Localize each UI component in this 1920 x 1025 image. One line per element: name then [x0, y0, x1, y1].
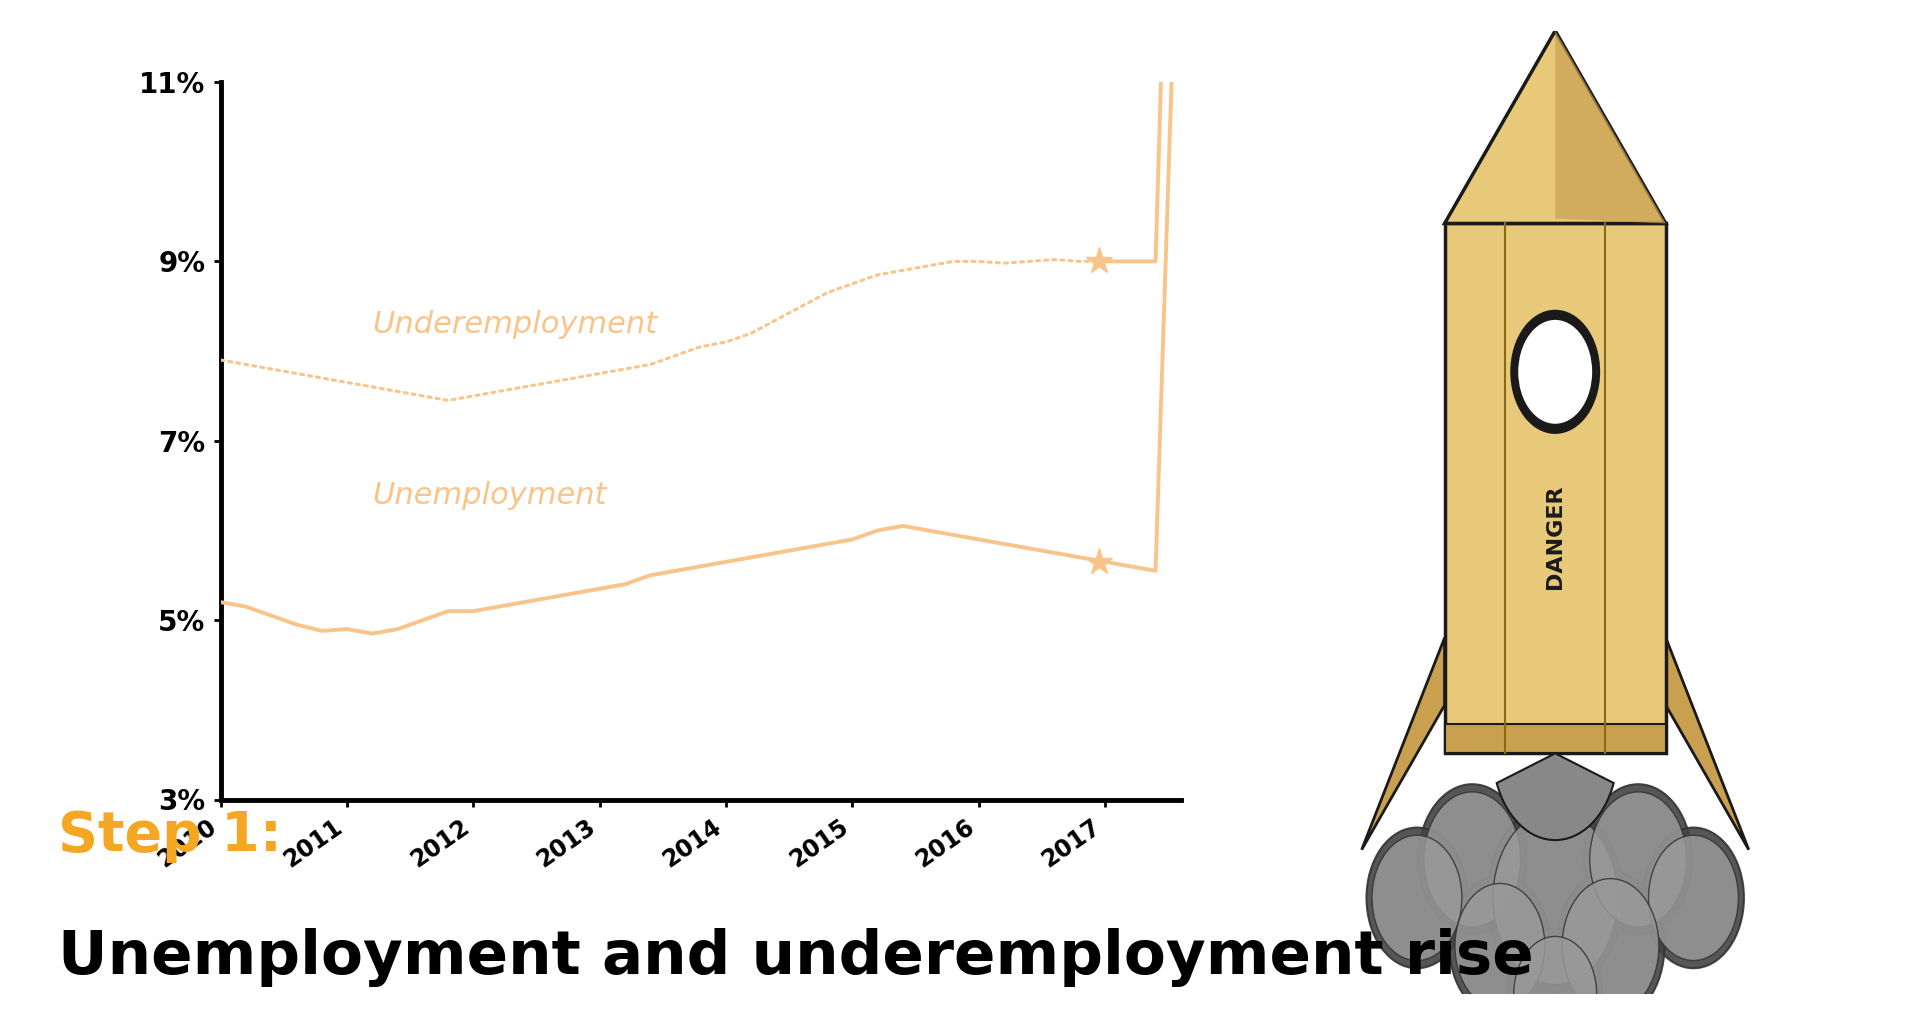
Text: Unemployment: Unemployment — [372, 481, 607, 509]
Polygon shape — [1361, 638, 1444, 850]
Circle shape — [1367, 827, 1467, 969]
Polygon shape — [1555, 31, 1667, 223]
Circle shape — [1644, 827, 1743, 969]
Circle shape — [1563, 878, 1659, 1014]
Circle shape — [1455, 884, 1546, 1009]
Bar — [1444, 223, 1667, 753]
Circle shape — [1511, 312, 1599, 433]
Circle shape — [1509, 929, 1601, 1025]
Circle shape — [1649, 835, 1738, 960]
Text: Step 1:: Step 1: — [58, 809, 282, 863]
Text: DANGER: DANGER — [1546, 485, 1565, 588]
Polygon shape — [1667, 638, 1749, 850]
Circle shape — [1373, 835, 1461, 960]
Circle shape — [1494, 811, 1617, 985]
Circle shape — [1425, 792, 1521, 927]
Circle shape — [1584, 784, 1692, 935]
Circle shape — [1557, 871, 1665, 1021]
Wedge shape — [1498, 753, 1613, 840]
Circle shape — [1513, 937, 1597, 1025]
Text: Underemployment: Underemployment — [372, 311, 659, 339]
Circle shape — [1450, 875, 1549, 1017]
Bar — [1444, 725, 1667, 753]
Text: Unemployment and underemployment rise: Unemployment and underemployment rise — [58, 928, 1534, 987]
Circle shape — [1517, 319, 1594, 424]
Circle shape — [1488, 804, 1622, 992]
Circle shape — [1419, 784, 1526, 935]
Polygon shape — [1444, 31, 1667, 223]
Circle shape — [1590, 792, 1686, 927]
